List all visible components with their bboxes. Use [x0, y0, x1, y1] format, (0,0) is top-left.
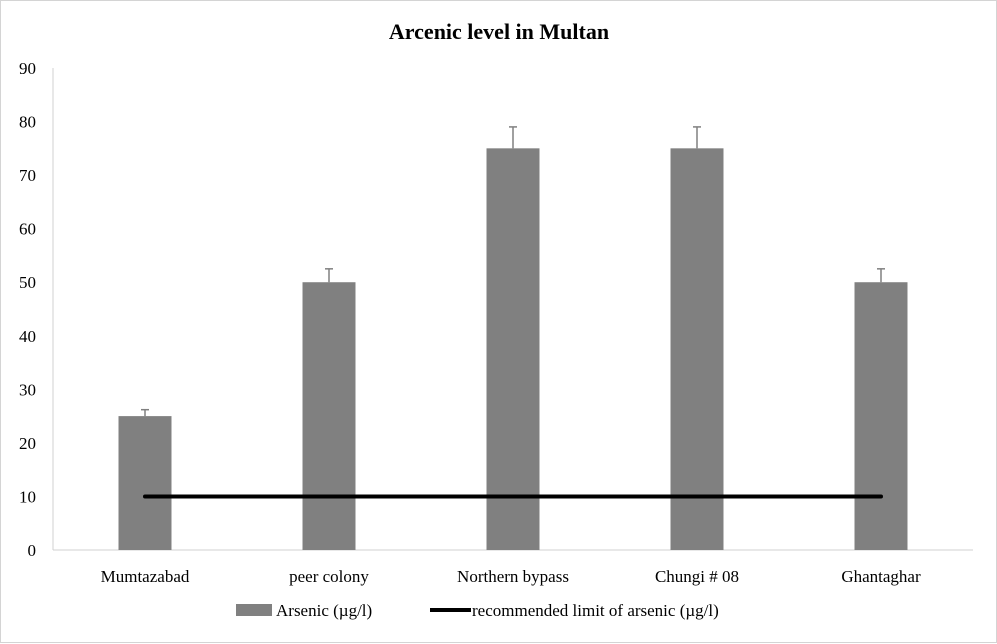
y-tick-label: 0 — [28, 541, 37, 560]
y-tick-label: 80 — [19, 113, 36, 132]
y-tick-label: 10 — [19, 487, 36, 506]
y-tick-label: 90 — [19, 59, 36, 78]
y-axis: 0 10 20 30 40 50 60 70 80 90 — [19, 59, 54, 560]
chart-title: Arcenic level in Multan — [389, 19, 609, 44]
x-tick-label: Chungi # 08 — [655, 567, 739, 586]
bar — [302, 282, 356, 550]
y-tick-label: 20 — [19, 434, 36, 453]
y-tick-label: 50 — [19, 273, 36, 292]
error-bars — [141, 126, 885, 417]
legend-swatch-arsenic — [236, 604, 272, 616]
bar — [854, 282, 908, 550]
x-tick-label: Mumtazabad — [101, 567, 190, 586]
x-tick-label: Ghantaghar — [841, 567, 921, 586]
legend: Arsenic (µg/l) recommended limit of arse… — [236, 601, 719, 620]
bar — [118, 416, 172, 550]
y-tick-label: 60 — [19, 220, 36, 239]
x-tick-label: peer colony — [289, 567, 369, 586]
bar — [486, 148, 540, 551]
y-tick-label: 30 — [19, 380, 36, 399]
legend-label-arsenic: Arsenic (µg/l) — [276, 601, 372, 620]
x-tick-label: Northern bypass — [457, 567, 569, 586]
y-tick-label: 70 — [19, 166, 36, 185]
x-axis: Mumtazabad peer colony Northern bypass Chun… — [53, 549, 973, 586]
bar — [670, 148, 724, 551]
y-tick-label: 40 — [19, 327, 36, 346]
legend-label-limit: recommended limit of arsenic (µg/l) — [472, 601, 719, 620]
bar-series — [118, 148, 908, 551]
